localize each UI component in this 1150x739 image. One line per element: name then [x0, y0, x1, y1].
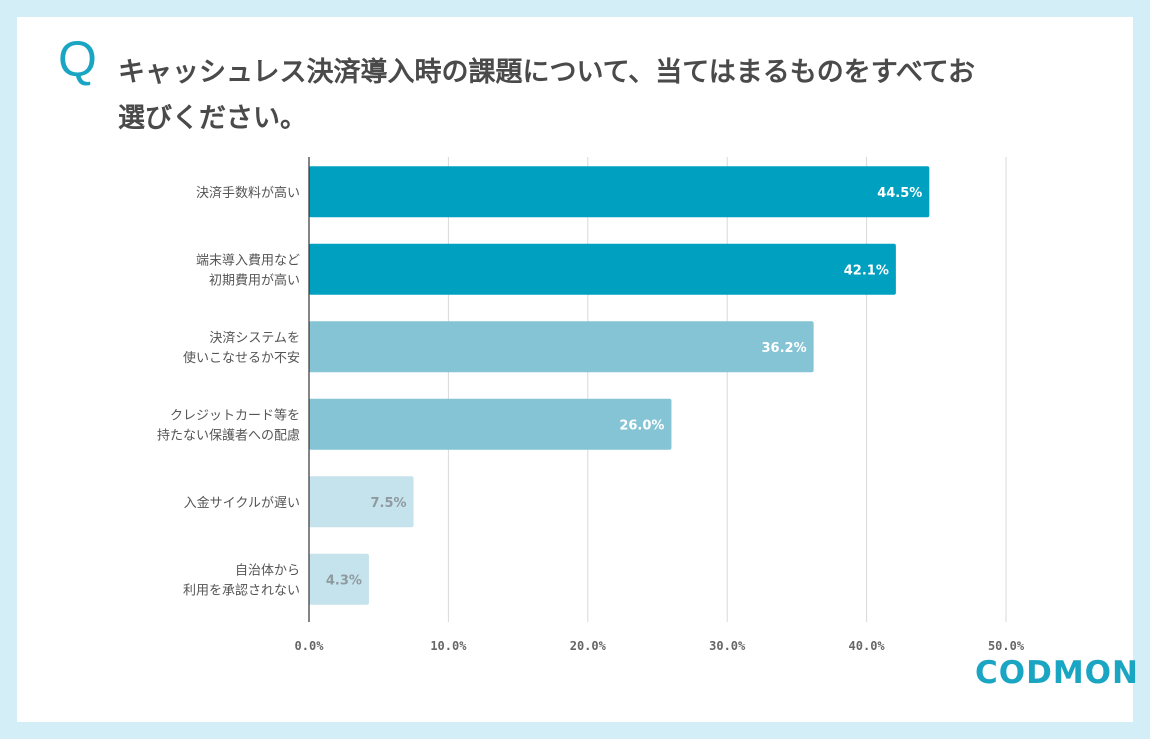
value-label: 36.2% — [762, 341, 807, 356]
bar — [309, 476, 414, 528]
x-tick-label: 30.0% — [709, 639, 746, 653]
category-label: 利用を承認されない — [183, 582, 300, 598]
x-tick-label: 10.0% — [430, 639, 467, 653]
bar — [309, 398, 672, 450]
category-label: 初期費用が高い — [209, 272, 300, 288]
category-label: 持たない保護者への配慮 — [157, 427, 300, 443]
x-tick-label: 0.0% — [295, 639, 325, 653]
value-label: 7.5% — [370, 496, 406, 511]
question-mark: Q — [58, 31, 97, 87]
bar — [309, 243, 896, 295]
category-label: 入金サイクルが遅い — [184, 495, 300, 511]
value-label: 26.0% — [619, 418, 664, 433]
category-label: 使いこなせるか不安 — [183, 350, 300, 366]
bar — [309, 553, 369, 605]
category-label: 決済手数料が高い — [196, 185, 300, 201]
value-label: 42.1% — [844, 263, 889, 278]
category-label: 自治体から — [235, 563, 300, 578]
category-label: 端末導入費用など — [196, 253, 300, 268]
value-label: 4.3% — [326, 573, 362, 588]
x-tick-label: 40.0% — [849, 639, 886, 653]
x-tick-label: 20.0% — [570, 639, 607, 653]
category-label: 決済システムを — [209, 330, 300, 346]
chart-title: キャッシュレス決済導入時の課題について、当てはまるものをすべてお選びください。 — [118, 57, 975, 134]
category-label: クレジットカード等を — [170, 407, 300, 423]
bar — [309, 166, 930, 218]
value-label: 44.5% — [877, 186, 922, 201]
x-tick-label: 50.0% — [988, 639, 1025, 653]
bar — [309, 321, 814, 373]
codmon-logo: CODMON — [975, 655, 1139, 691]
